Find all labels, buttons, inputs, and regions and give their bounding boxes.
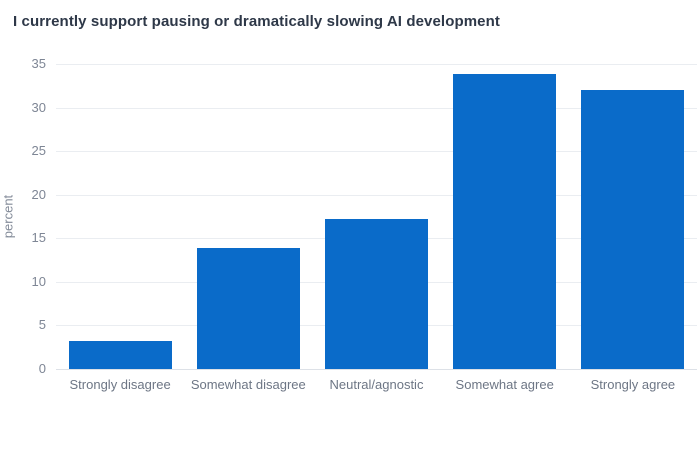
gridline-y-35	[56, 64, 697, 65]
bar-strongly-disagree	[69, 341, 172, 369]
bar-somewhat-agree	[453, 74, 556, 369]
ytick-label-20: 20	[31, 186, 46, 202]
chart-title: I currently support pausing or dramatica…	[13, 13, 500, 30]
xtick-label-somewhat-disagree: Somewhat disagree	[190, 377, 306, 392]
xtick-label-neutral-agnostic: Neutral/agnostic	[329, 377, 424, 392]
ytick-label-10: 10	[31, 273, 46, 289]
y-axis-title: percent	[0, 194, 16, 239]
ytick-label-0: 0	[38, 361, 46, 376]
gridline-y-0	[56, 369, 697, 370]
gridline-y-30	[56, 107, 697, 109]
ytick-label-5: 5	[38, 317, 46, 333]
ytick-label-30: 30	[31, 99, 46, 115]
ytick-label-25: 25	[31, 143, 46, 159]
bar-neutral-agnostic	[325, 219, 428, 369]
xtick-label-somewhat-agree: Somewhat agree	[455, 377, 554, 392]
ytick-label-15: 15	[31, 230, 46, 246]
xtick-label-strongly-disagree: Strongly disagree	[69, 377, 171, 392]
bar-strongly-agree	[581, 90, 684, 369]
bar-somewhat-disagree	[197, 247, 300, 369]
ytick-label-35: 35	[31, 56, 46, 71]
plot-area	[56, 64, 697, 370]
xtick-label-strongly-agree: Strongly agree	[590, 377, 676, 392]
gridline-y-20	[56, 194, 697, 196]
gridline-y-25	[56, 151, 697, 153]
